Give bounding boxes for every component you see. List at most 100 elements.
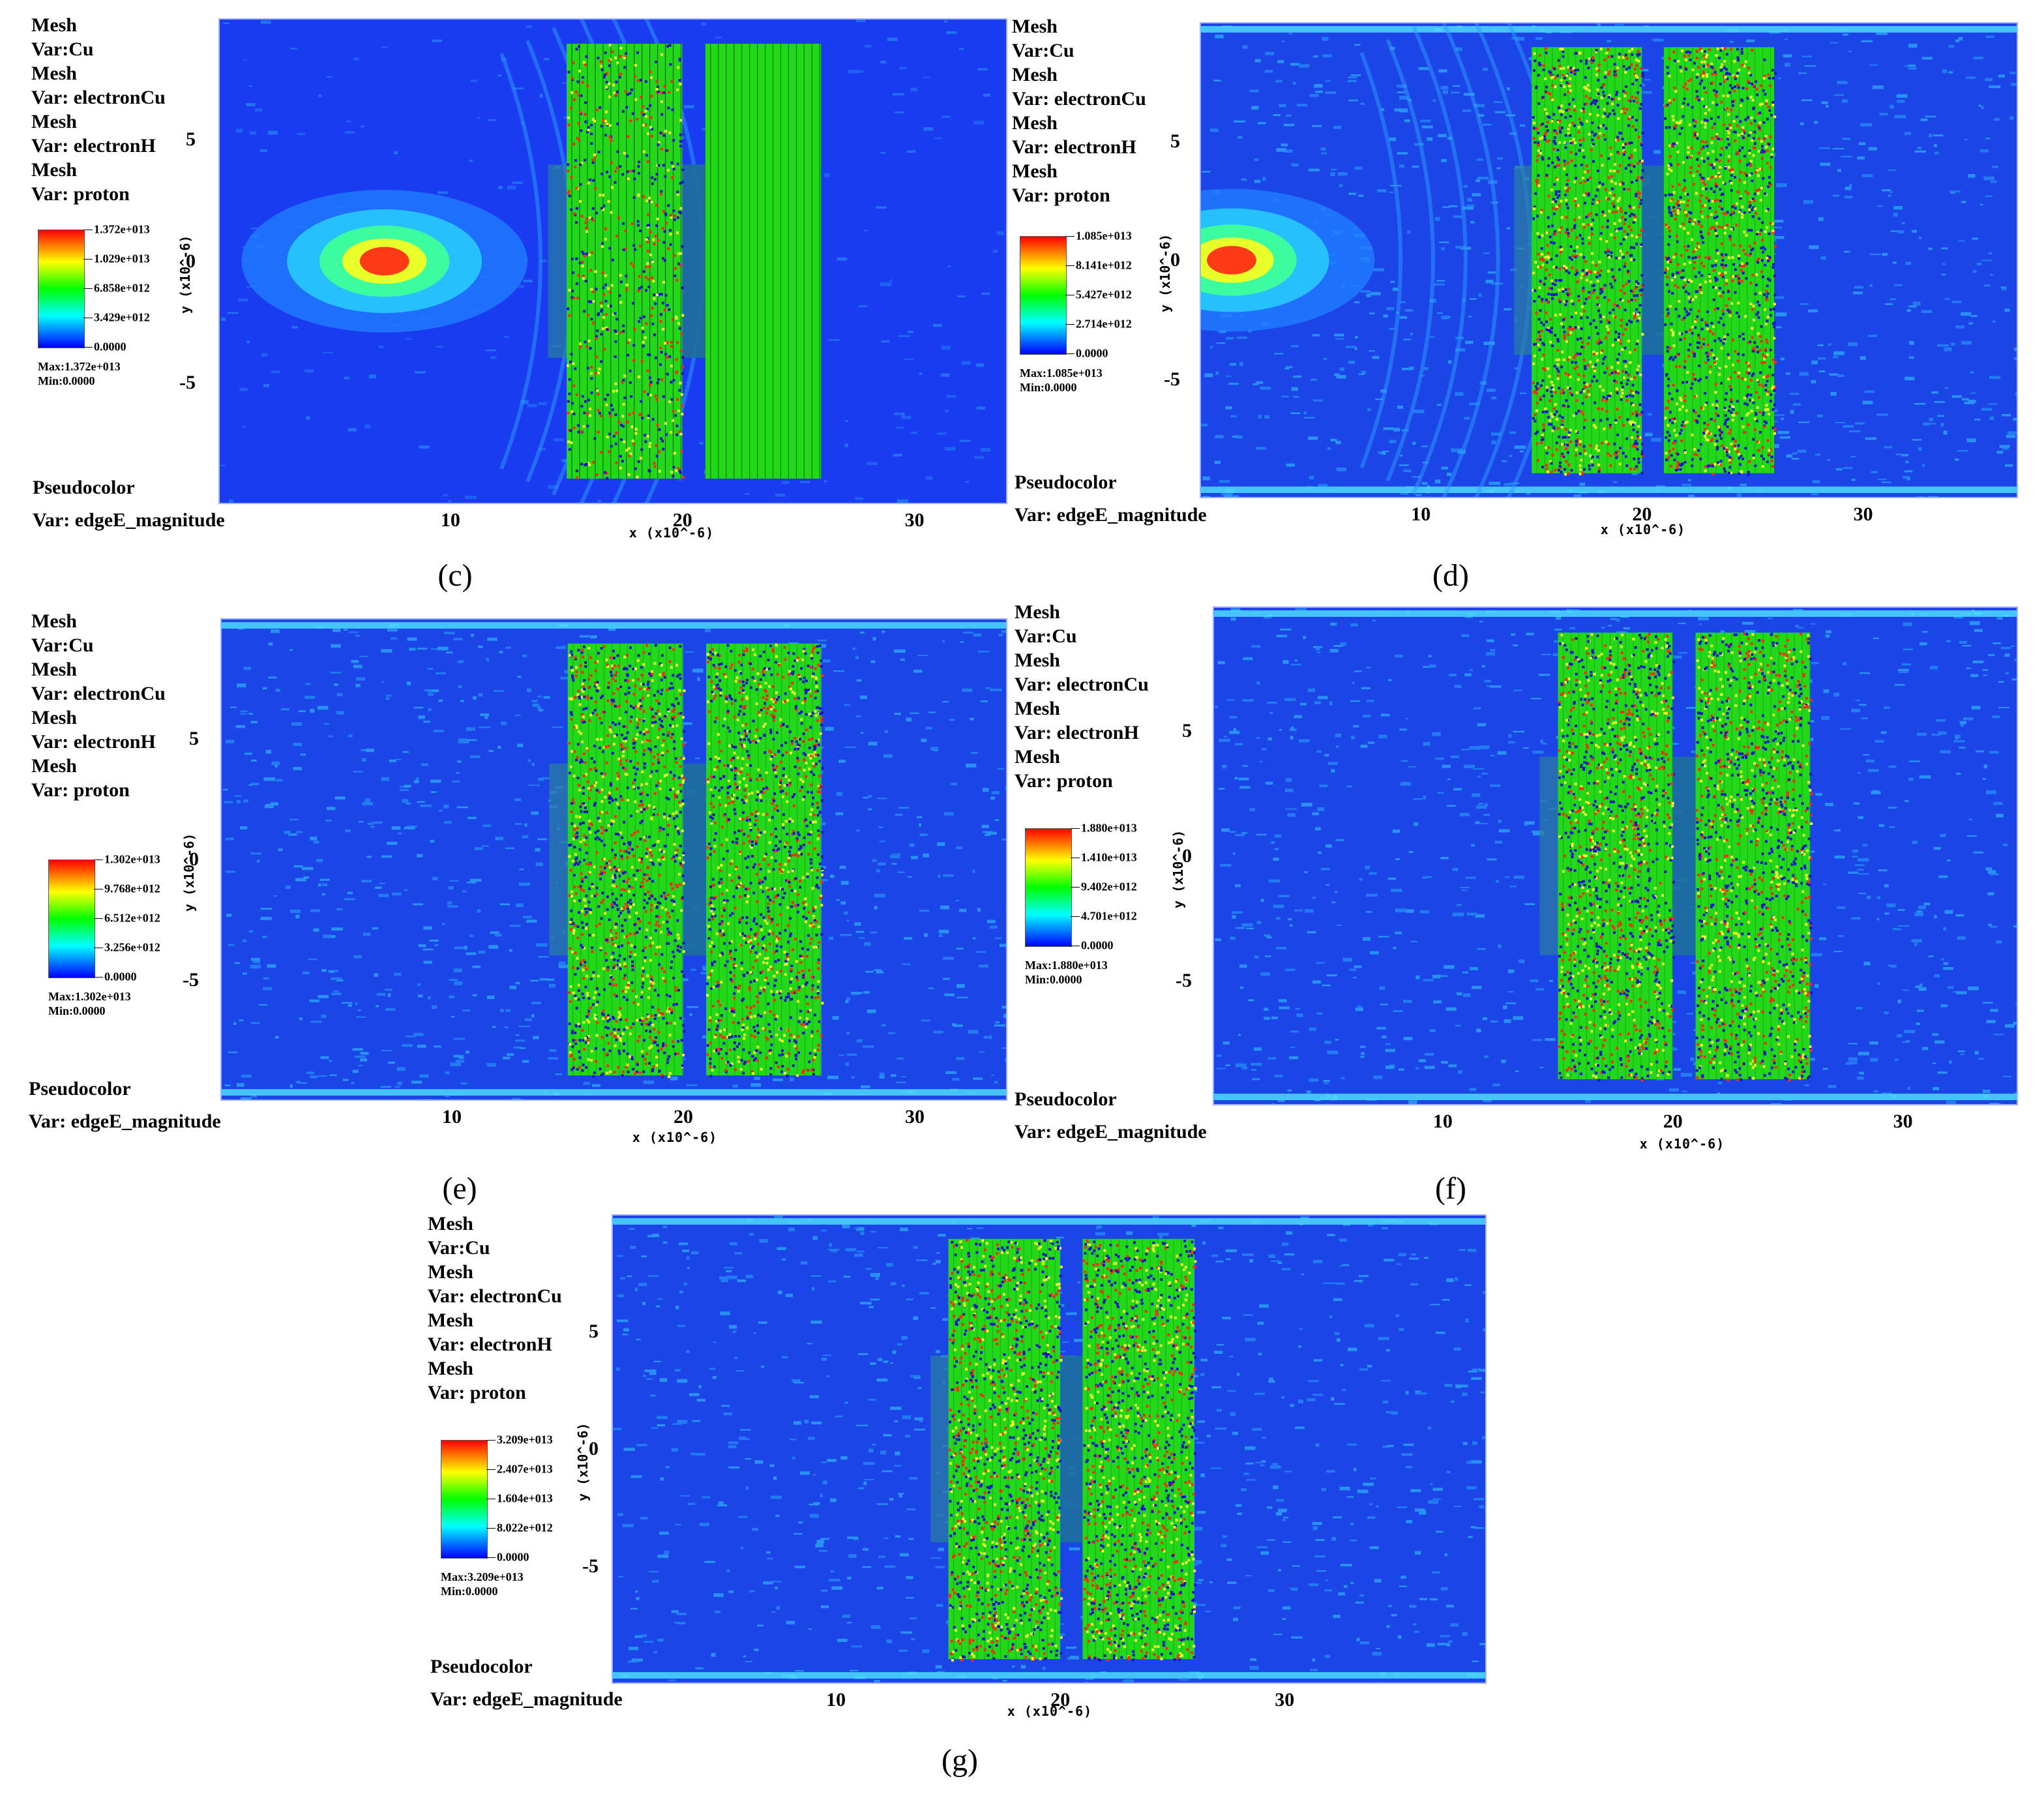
noise-speck <box>1801 55 1813 57</box>
particle-speck <box>1764 248 1767 251</box>
noise-speck <box>2014 347 2017 351</box>
noise-speck <box>1202 496 1210 497</box>
particle-speck <box>1741 377 1744 380</box>
noise-speck <box>690 968 696 971</box>
particle-speck <box>1605 336 1608 340</box>
particle-speck <box>629 119 632 123</box>
particle-speck <box>1541 96 1545 99</box>
particle-speck <box>646 262 649 265</box>
noise-speck <box>310 836 318 841</box>
particle-speck <box>1558 204 1561 207</box>
noise-speck <box>1375 398 1384 400</box>
particle-speck <box>1758 188 1761 191</box>
particle-speck <box>613 91 616 95</box>
particle-speck <box>1764 322 1768 325</box>
particle-speck <box>1588 464 1591 468</box>
particle-speck <box>1773 428 1777 431</box>
particle-speck <box>1638 107 1642 110</box>
particle-speck <box>1609 255 1612 258</box>
particle-speck <box>624 230 627 233</box>
particle-speck <box>1693 131 1696 134</box>
particle-speck <box>658 470 661 473</box>
particle-speck <box>1743 402 1747 405</box>
particle-speck <box>1697 222 1700 226</box>
target-slab-2 <box>705 44 822 479</box>
noise-speck <box>1502 460 1507 462</box>
particle-speck <box>1622 89 1625 93</box>
noise-speck <box>1291 387 1298 391</box>
particle-speck <box>1738 282 1741 285</box>
particle-speck <box>1601 398 1605 402</box>
noise-speck <box>990 796 995 800</box>
particle-speck <box>1548 273 1551 277</box>
particle-speck <box>1580 312 1583 316</box>
particle-speck <box>1771 76 1775 80</box>
particle-speck <box>610 211 613 214</box>
noise-speck <box>697 677 700 681</box>
particle-speck <box>1751 247 1755 250</box>
field-svg <box>1201 23 2017 497</box>
noise-speck <box>1820 256 1826 260</box>
particle-speck <box>1566 451 1569 454</box>
particle-speck <box>1565 443 1569 446</box>
particle-speck <box>1722 323 1725 327</box>
particle-speck <box>1607 269 1610 273</box>
particle-speck <box>1554 468 1557 471</box>
particle-speck <box>669 229 672 232</box>
particle-speck <box>634 432 638 435</box>
particle-speck <box>644 440 647 443</box>
particle-speck <box>1583 449 1586 452</box>
field-svg <box>220 20 1006 503</box>
particle-speck <box>580 430 583 433</box>
noise-speck <box>1333 125 1342 129</box>
particle-speck <box>1693 250 1696 253</box>
particle-speck <box>1563 337 1566 340</box>
noise-speck <box>548 485 558 489</box>
noise-speck <box>1232 435 1237 438</box>
particle-speck <box>1582 290 1585 293</box>
particle-speck <box>1550 423 1553 426</box>
particle-speck <box>621 415 625 418</box>
particle-speck <box>1719 49 1723 52</box>
noise-speck <box>1833 351 1844 355</box>
particle-speck <box>1577 325 1580 329</box>
noise-speck <box>966 481 969 483</box>
particle-speck <box>1732 275 1735 278</box>
particle-speck <box>1728 169 1732 172</box>
particle-speck <box>1721 254 1725 258</box>
particle-speck <box>1603 112 1607 115</box>
particle-speck <box>651 418 655 421</box>
particle-speck <box>1561 388 1564 391</box>
particle-speck <box>1602 357 1605 361</box>
particle-speck <box>1624 211 1627 215</box>
particle-speck <box>1693 61 1696 65</box>
noise-speck <box>1817 344 1824 346</box>
particle-speck <box>1717 172 1721 175</box>
particle-speck <box>1579 468 1582 471</box>
particle-speck <box>1695 50 1698 53</box>
particle-speck <box>1755 419 1758 423</box>
noise-speck <box>520 1047 526 1049</box>
particle-speck <box>1676 453 1680 456</box>
noise-speck <box>1853 292 1863 295</box>
particle-speck <box>1693 395 1696 398</box>
particle-speck <box>1700 79 1704 82</box>
particle-speck <box>1612 197 1615 200</box>
particle-speck <box>1573 104 1576 108</box>
noise-speck <box>1308 436 1318 440</box>
particle-speck <box>1693 409 1696 412</box>
noise-speck <box>1412 165 1419 168</box>
particle-speck <box>1615 93 1618 97</box>
particle-speck <box>1578 443 1582 446</box>
particle-speck <box>1599 232 1603 235</box>
noise-speck <box>1799 303 1809 305</box>
noise-speck <box>919 372 922 376</box>
particle-speck <box>1698 271 1701 275</box>
particle-speck <box>1671 421 1674 425</box>
noise-speck <box>1818 217 1824 221</box>
particle-speck <box>1558 119 1562 123</box>
noise-speck <box>1209 346 1213 349</box>
noise-speck <box>1279 104 1286 108</box>
noise-speck <box>1330 172 1335 177</box>
particle-speck <box>1769 400 1772 403</box>
